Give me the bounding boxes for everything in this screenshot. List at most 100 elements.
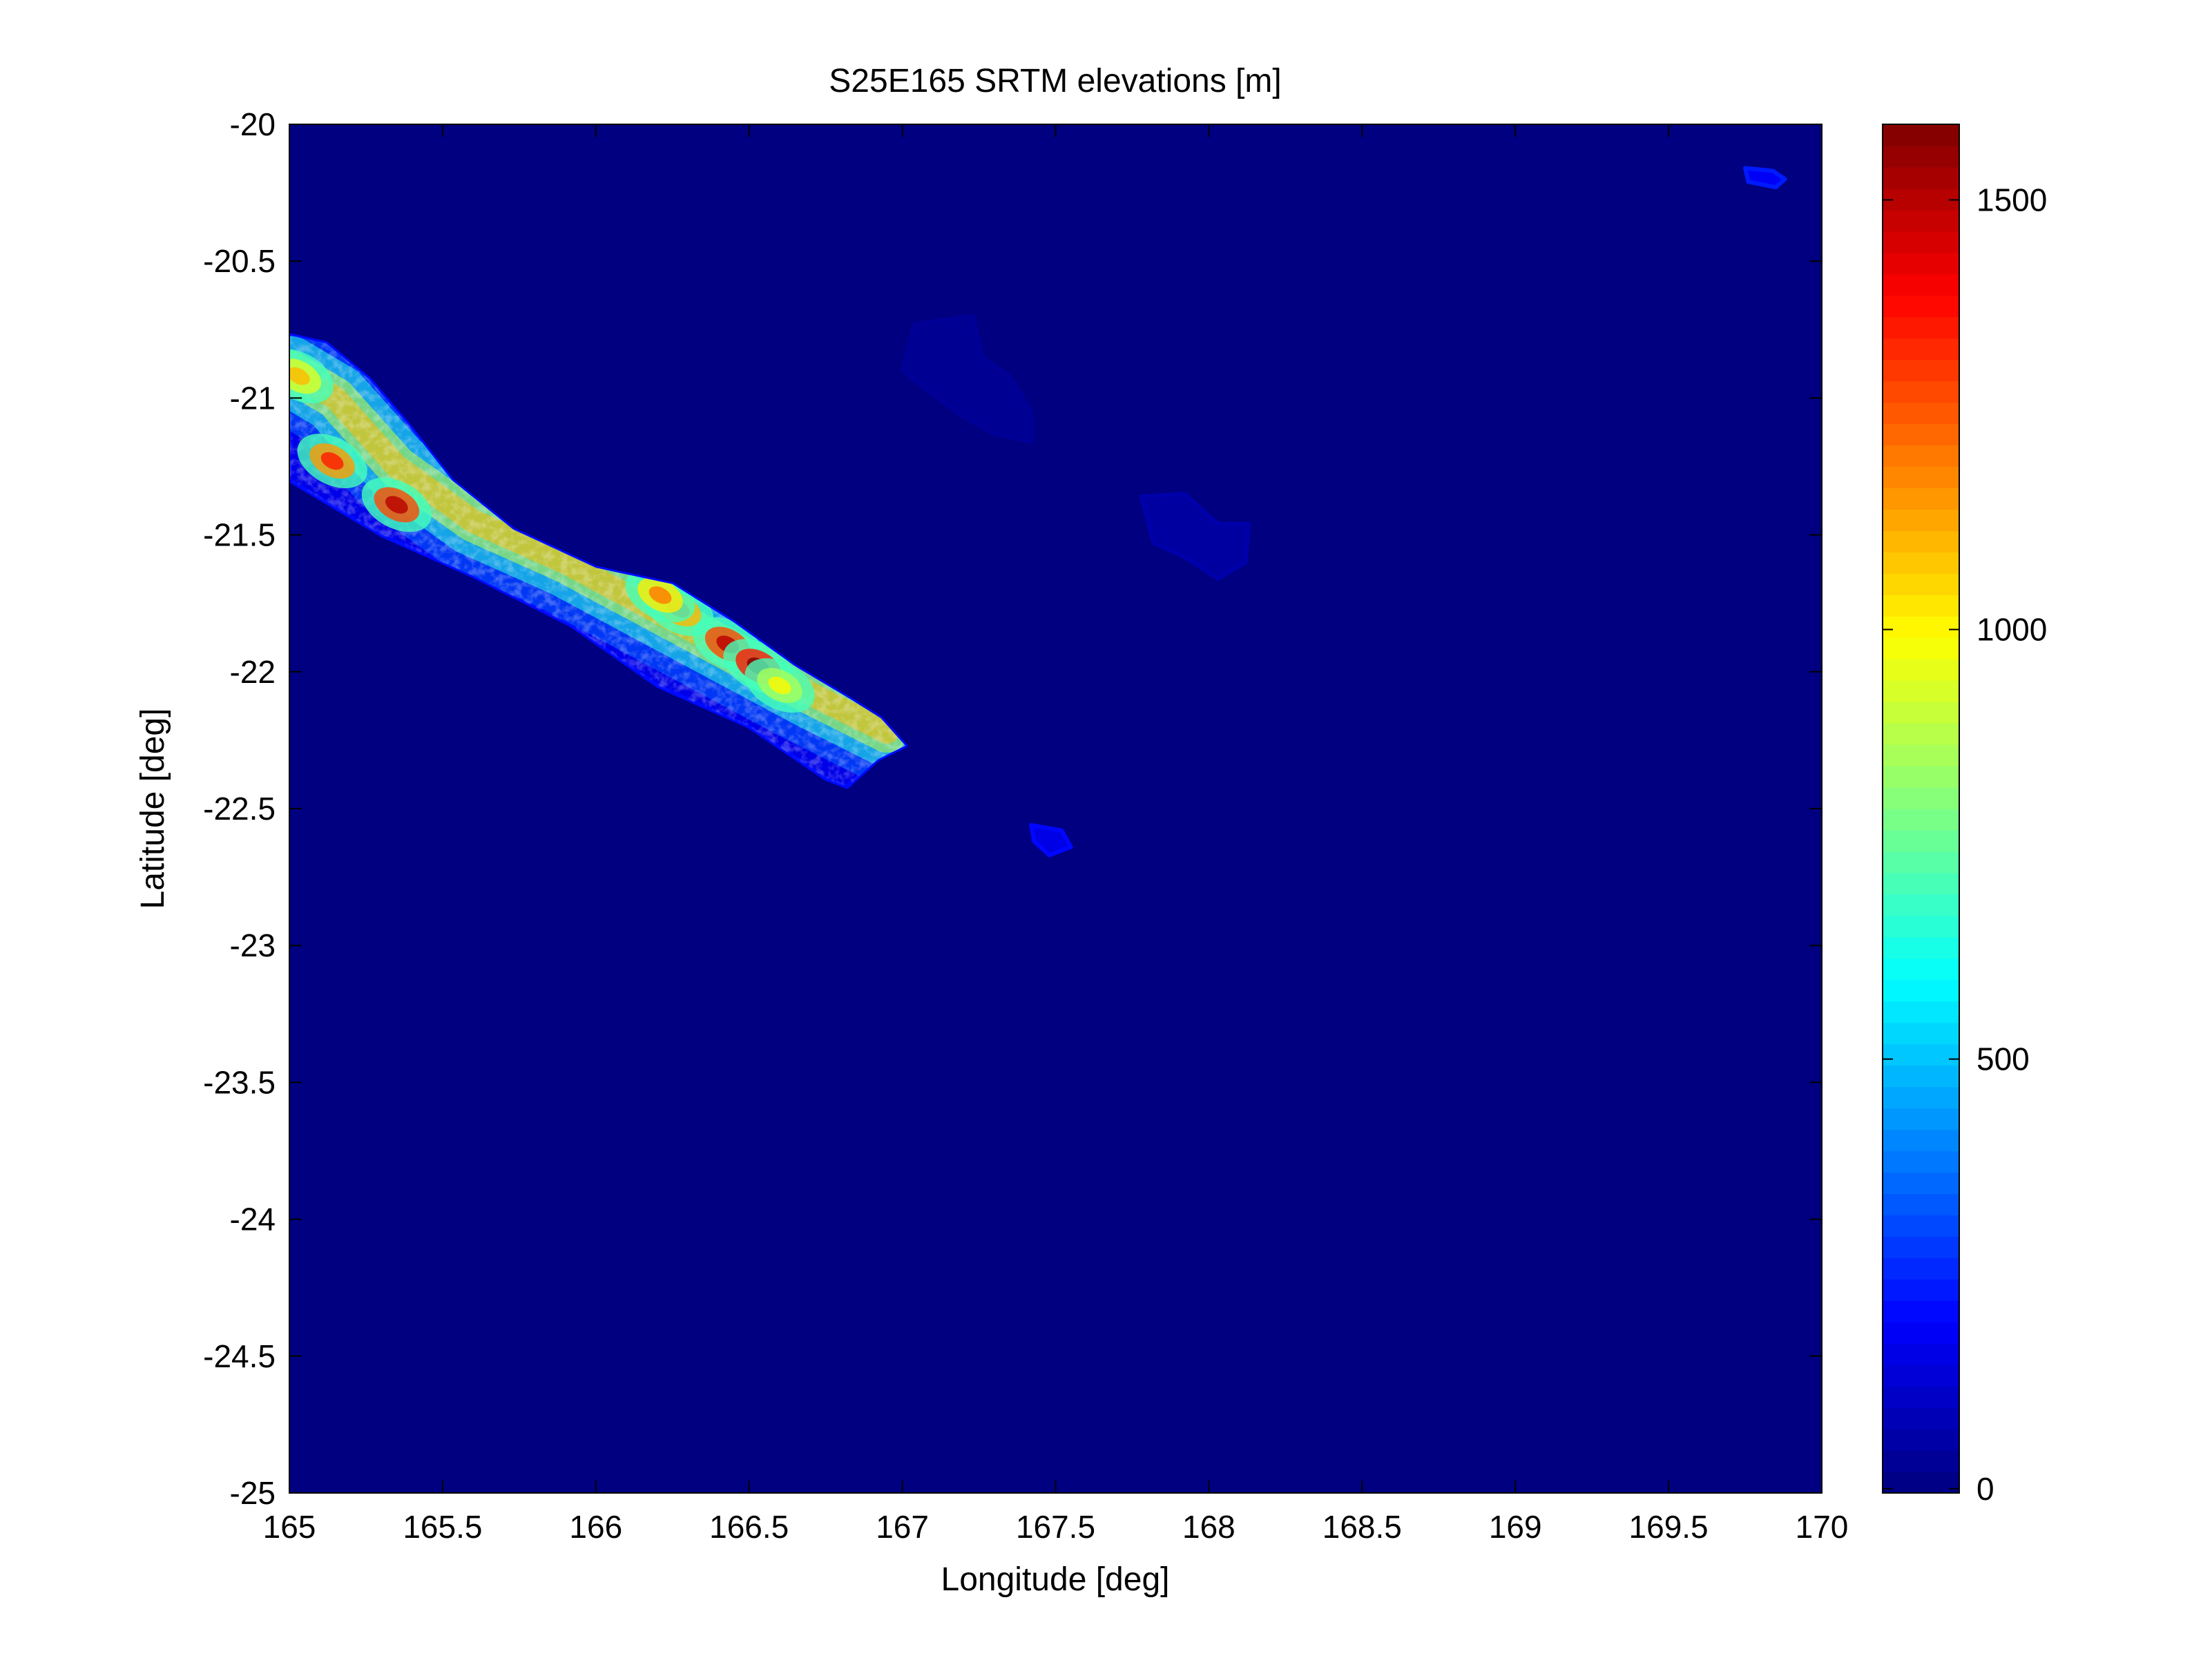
colorbar-band <box>1883 552 1959 574</box>
colorbar-band <box>1883 1343 1959 1365</box>
colorbar-band <box>1883 958 1959 981</box>
colorbar-band <box>1883 1001 1959 1023</box>
colorbar-band <box>1883 936 1959 959</box>
colorbar-band <box>1883 1129 1959 1152</box>
colorbar-band <box>1883 1236 1959 1258</box>
colorbar-band <box>1883 295 1959 318</box>
x-axis-label: Longitude [deg] <box>941 1561 1170 1598</box>
x-tick-label: 166.5 <box>709 1509 789 1545</box>
colorbar-tick-label: 1500 <box>1977 182 2047 218</box>
colorbar-frame <box>1882 124 1960 1494</box>
colorbar-band <box>1883 145 1959 168</box>
colorbar-tick-label: 1000 <box>1977 612 2047 648</box>
colorbar-band <box>1883 1086 1959 1109</box>
colorbar-band <box>1883 380 1959 403</box>
sea-level-background <box>289 124 1822 1493</box>
colorbar-band <box>1883 1172 1959 1195</box>
colorbar-band <box>1883 1043 1959 1066</box>
colorbar-band <box>1883 979 1959 1002</box>
colorbar-band <box>1883 573 1959 595</box>
y-tick-label: -22 <box>230 654 276 690</box>
peak <box>385 496 408 514</box>
colorbar-band <box>1883 1472 1959 1494</box>
colorbar-band <box>1883 766 1959 788</box>
colorbar-band <box>1883 124 1959 146</box>
colorbar-band <box>1883 166 1959 189</box>
colorbar-band <box>1883 423 1959 446</box>
landmass <box>1139 492 1251 581</box>
colorbar-band <box>1883 1300 1959 1322</box>
colorbar-band <box>1883 787 1959 809</box>
peak <box>289 367 310 385</box>
colorbar-band <box>1883 809 1959 831</box>
colorbar-ticks: 0 500 1000 1500 <box>1883 182 2047 1507</box>
region-lifou <box>1139 492 1251 581</box>
colorbar-band <box>1883 915 1959 938</box>
colorbar-band <box>1883 188 1959 211</box>
y-tick-label: -24 <box>230 1202 276 1237</box>
y-axis-label: Latitude [deg] <box>135 708 171 909</box>
y-tick-label: -23 <box>230 927 276 963</box>
colorbar-gradient <box>1883 124 1959 1494</box>
colorbar-band <box>1883 659 1959 681</box>
colorbar-band <box>1883 1322 1959 1344</box>
landmass <box>900 314 1033 444</box>
colorbar-band <box>1883 1450 1959 1472</box>
region-hunter-island <box>1743 166 1787 190</box>
colorbar-band <box>1883 445 1959 467</box>
colorbar-band <box>1883 1407 1959 1429</box>
plot-area: 165 165.5 166 166.5 167 167.5 168 168.5 169 169.5… <box>203 106 1848 1545</box>
x-tick-label: 169 <box>1489 1509 1542 1545</box>
colorbar-band <box>1883 616 1959 638</box>
y-tick-label: -20.5 <box>203 243 276 279</box>
colorbar-band <box>1883 595 1959 617</box>
colorbar-band <box>1883 744 1959 767</box>
colorbar-band <box>1883 359 1959 382</box>
colorbar-band <box>1883 231 1959 253</box>
y-tick-label: -20 <box>230 106 276 142</box>
colorbar-band <box>1883 316 1959 339</box>
y-tick-label: -21 <box>230 380 276 416</box>
x-tick-label: 168.5 <box>1323 1509 1402 1545</box>
y-tick-label: -21.5 <box>203 517 276 553</box>
colorbar-band <box>1883 1257 1959 1280</box>
colorbar-band <box>1883 509 1959 532</box>
colorbar-band <box>1883 1365 1959 1387</box>
colorbar-band <box>1883 252 1959 275</box>
colorbar-band <box>1883 1279 1959 1301</box>
y-tick-label: -23.5 <box>203 1064 276 1100</box>
colorbar-band <box>1883 1215 1959 1237</box>
y-axis-ticks: -20 -20.5 -21 -21.5 -22 -22.5 -23 -23.5 -24 -24.5… <box>203 106 1822 1511</box>
x-tick-label: 168 <box>1182 1509 1235 1545</box>
x-axis-ticks: 165 165.5 166 166.5 167 167.5 168 168.5 169 169.5… <box>263 124 1849 1545</box>
colorbar-band <box>1883 402 1959 425</box>
colorbar-band <box>1883 488 1959 510</box>
x-tick-label: 165 <box>263 1509 316 1545</box>
colorbar-tick-label: 0 <box>1977 1471 1994 1507</box>
colorbar-band <box>1883 829 1959 852</box>
colorbar-band <box>1883 851 1959 874</box>
colorbar-band <box>1883 723 1959 745</box>
chart-title: S25E165 SRTM elevations [m] <box>829 63 1281 99</box>
colorbar-band <box>1883 702 1959 724</box>
colorbar-band <box>1883 1150 1959 1173</box>
colorbar-band <box>1883 1386 1959 1408</box>
colorbar-band <box>1883 530 1959 552</box>
peak <box>768 676 791 695</box>
colorbar-band <box>1883 1022 1959 1045</box>
colorbar-band <box>1883 872 1959 895</box>
x-tick-label: 166 <box>569 1509 622 1545</box>
region-isle-of-pines <box>1029 822 1073 858</box>
x-tick-label: 165.5 <box>403 1509 482 1545</box>
colorbar-band <box>1883 209 1959 232</box>
x-tick-label: 170 <box>1796 1509 1849 1545</box>
peak <box>648 586 672 604</box>
x-tick-label: 169.5 <box>1629 1509 1709 1545</box>
colorbar: 0 500 1000 1500 <box>1882 124 2047 1507</box>
colorbar-band <box>1883 1065 1959 1088</box>
colorbar-band <box>1883 338 1959 360</box>
landmass <box>1743 166 1787 190</box>
x-tick-label: 167.5 <box>1016 1509 1095 1545</box>
y-tick-label: -22.5 <box>203 791 276 827</box>
